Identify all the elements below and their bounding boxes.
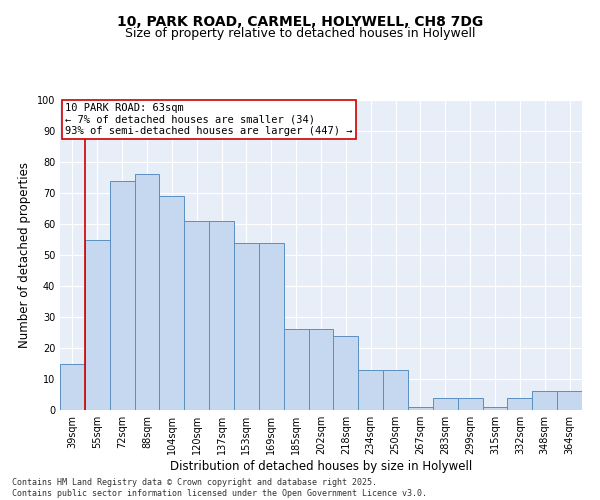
Text: 10, PARK ROAD, CARMEL, HOLYWELL, CH8 7DG: 10, PARK ROAD, CARMEL, HOLYWELL, CH8 7DG	[117, 15, 483, 29]
X-axis label: Distribution of detached houses by size in Holywell: Distribution of detached houses by size …	[170, 460, 472, 473]
Bar	[532, 392, 557, 410]
Bar	[209, 221, 234, 410]
Bar	[334, 336, 358, 410]
Bar	[160, 196, 184, 410]
Bar	[458, 398, 482, 410]
Bar	[482, 407, 508, 410]
Bar	[408, 407, 433, 410]
Bar	[433, 398, 458, 410]
Text: Size of property relative to detached houses in Holywell: Size of property relative to detached ho…	[125, 28, 475, 40]
Text: Contains HM Land Registry data © Crown copyright and database right 2025.
Contai: Contains HM Land Registry data © Crown c…	[12, 478, 427, 498]
Bar	[259, 242, 284, 410]
Bar	[308, 330, 334, 410]
Bar	[60, 364, 85, 410]
Bar	[358, 370, 383, 410]
Text: 10 PARK ROAD: 63sqm
← 7% of detached houses are smaller (34)
93% of semi-detache: 10 PARK ROAD: 63sqm ← 7% of detached hou…	[65, 103, 353, 136]
Bar	[134, 174, 160, 410]
Bar	[85, 240, 110, 410]
Bar	[110, 180, 134, 410]
Bar	[184, 221, 209, 410]
Bar	[383, 370, 408, 410]
Bar	[234, 242, 259, 410]
Bar	[508, 398, 532, 410]
Bar	[284, 330, 308, 410]
Y-axis label: Number of detached properties: Number of detached properties	[18, 162, 31, 348]
Bar	[557, 392, 582, 410]
